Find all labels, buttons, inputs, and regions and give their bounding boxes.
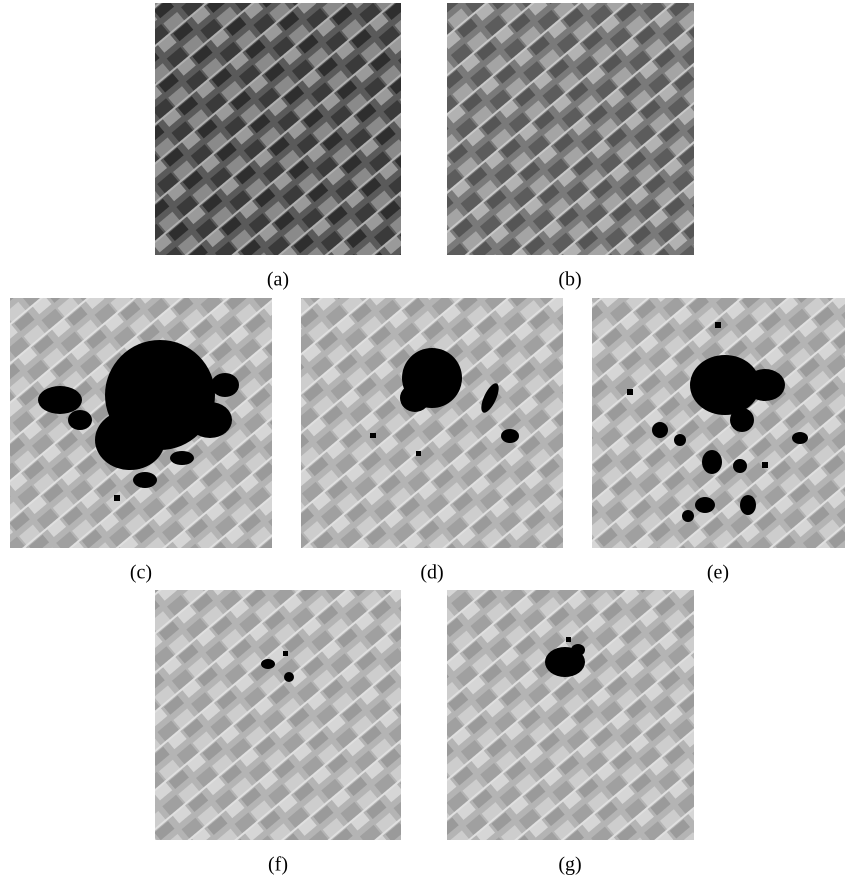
image-g	[447, 590, 694, 840]
panel-label: (d)	[420, 562, 443, 584]
panel-label: (e)	[707, 562, 729, 584]
image-a	[155, 3, 401, 255]
page: (a) (b) (c) (d) (e) (f) (g) (() => { con…	[0, 0, 846, 882]
image-f	[155, 590, 401, 840]
panel-label: (c)	[130, 562, 152, 584]
panel-label: (a)	[267, 269, 289, 291]
panel-label: (g)	[558, 854, 581, 876]
image-e	[592, 298, 845, 548]
panel-label: (b)	[558, 269, 581, 291]
image-b	[447, 3, 694, 255]
image-d	[301, 298, 563, 548]
figure: (a) (b) (c) (d) (e) (f) (g)	[0, 0, 846, 882]
panel-label: (f)	[268, 854, 288, 876]
